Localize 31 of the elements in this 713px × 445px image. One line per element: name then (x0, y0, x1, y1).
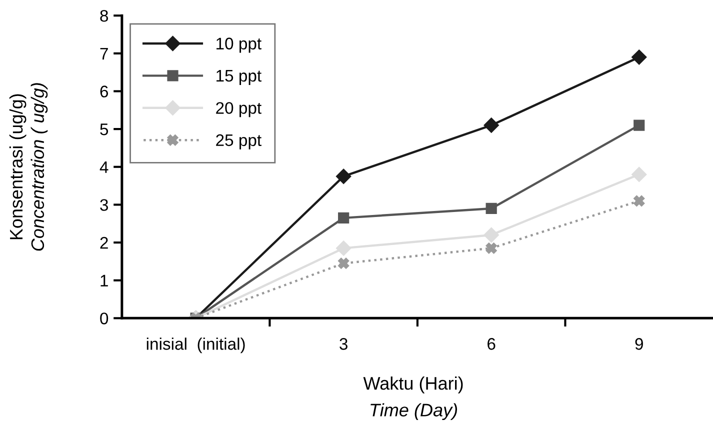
point (338, 212, 350, 224)
point (484, 118, 499, 133)
legend-label: 15 ppt (216, 70, 262, 85)
point (632, 166, 647, 182)
point (336, 168, 352, 184)
x-tick-label: 6 (488, 338, 496, 350)
point (632, 50, 647, 65)
y-tick-label: 8 (100, 10, 108, 22)
point (484, 227, 499, 243)
legend-label: 25 ppt (216, 134, 262, 150)
y-tick-label: 5 (100, 124, 108, 136)
y-tick-label: 3 (100, 199, 108, 211)
point (486, 242, 497, 254)
legend-label: 20 ppt (216, 102, 262, 118)
y-tick-label: 6 (100, 86, 108, 98)
y-tick-label: 0 (100, 312, 108, 324)
point (338, 258, 350, 269)
y-tick-label: 2 (100, 236, 108, 249)
point (336, 240, 352, 256)
x-axis-title: Waktu (Hari) Time (Day) (363, 376, 463, 420)
point (634, 120, 645, 131)
x-tick-label: 9 (635, 338, 643, 350)
y-axis-title: Konsentrasi (ug/g) Concentration ( ug/g) (9, 83, 48, 251)
y-tick-label: 4 (100, 161, 108, 173)
y-tick-label: 7 (100, 48, 108, 60)
y-tick-label: 1 (100, 274, 108, 286)
x-tick-label: 3 (340, 338, 348, 350)
x-tick-label: inisial (initial) (146, 338, 245, 354)
point (486, 202, 497, 214)
legend-label: 10 ppt (216, 38, 262, 53)
point (634, 195, 645, 206)
